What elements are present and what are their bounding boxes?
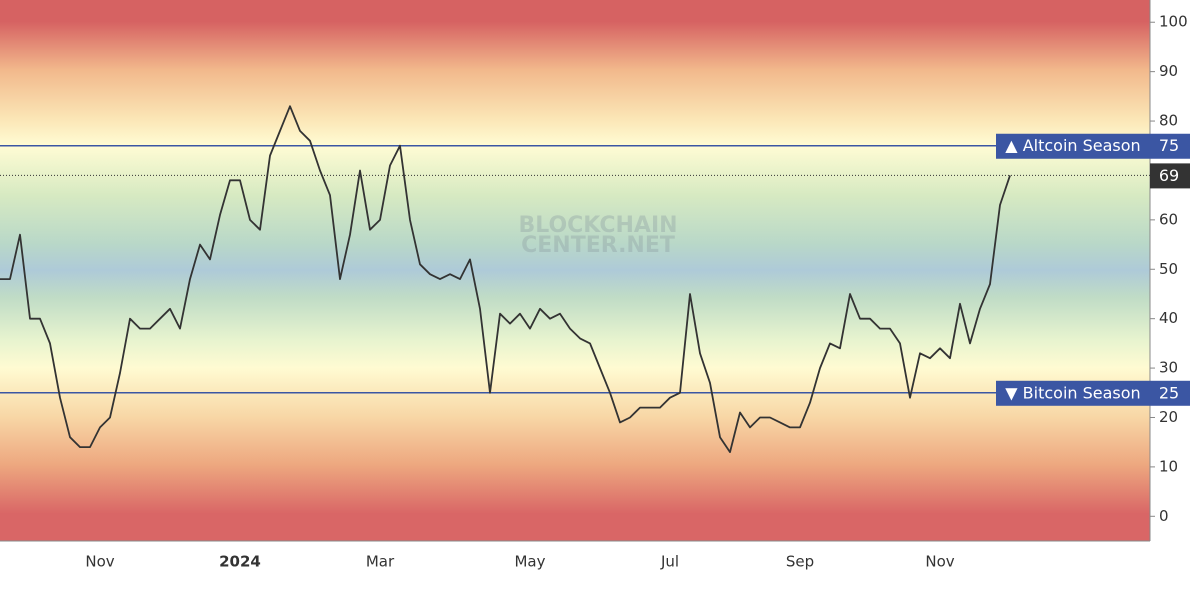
series-line (0, 105, 1011, 453)
reference-value-box (1150, 380, 1190, 406)
reference-label: ▲ Altcoin Season (1005, 136, 1140, 155)
x-tick-label: May (514, 553, 545, 571)
y-tick-label: 40 (1159, 309, 1178, 327)
reference-value: 75 (1159, 136, 1179, 155)
y-tick-label: 90 (1159, 62, 1178, 80)
watermark: BLOCKCHAIN CENTER.NET (518, 213, 677, 258)
x-tick-label: Mar (366, 553, 395, 571)
y-tick-label: 10 (1159, 457, 1178, 475)
last-value-box (1150, 163, 1190, 189)
last-value-label: 69 (1159, 166, 1179, 185)
y-tick-label: 100 (1159, 13, 1188, 31)
x-tick-label: Sep (786, 553, 814, 571)
plot-background (0, 0, 1150, 541)
reference-label: ▼ Bitcoin Season (1005, 383, 1140, 402)
y-tick-label: 50 (1159, 260, 1178, 278)
x-tick-label: Jul (660, 553, 679, 571)
x-tick-label: Nov (925, 553, 954, 571)
x-tick-label: 2024 (219, 553, 261, 571)
watermark-line: BLOCKCHAIN (518, 213, 677, 238)
y-tick-label: 20 (1159, 408, 1178, 426)
y-tick-label: 0 (1159, 507, 1169, 525)
x-tick-label: Nov (85, 553, 114, 571)
y-tick-label: 80 (1159, 112, 1178, 130)
reference-label-box (996, 380, 1150, 406)
y-tick-label: 60 (1159, 210, 1178, 228)
reference-label-box (996, 133, 1150, 159)
reference-value: 25 (1159, 383, 1179, 402)
reference-value-box (1150, 133, 1190, 159)
watermark-line: CENTER.NET (521, 233, 675, 258)
y-tick-label: 30 (1159, 359, 1178, 377)
